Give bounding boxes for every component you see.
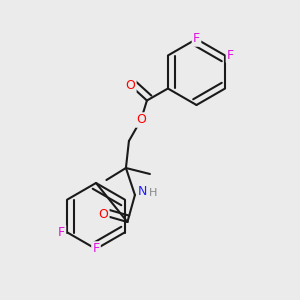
Text: H: H — [149, 188, 157, 199]
Text: F: F — [92, 242, 100, 256]
Text: N: N — [138, 185, 147, 199]
Text: F: F — [193, 32, 200, 46]
Text: F: F — [227, 49, 234, 62]
Text: O: O — [98, 208, 108, 221]
Text: F: F — [58, 226, 65, 239]
Text: O: O — [125, 79, 135, 92]
Text: O: O — [136, 113, 146, 127]
